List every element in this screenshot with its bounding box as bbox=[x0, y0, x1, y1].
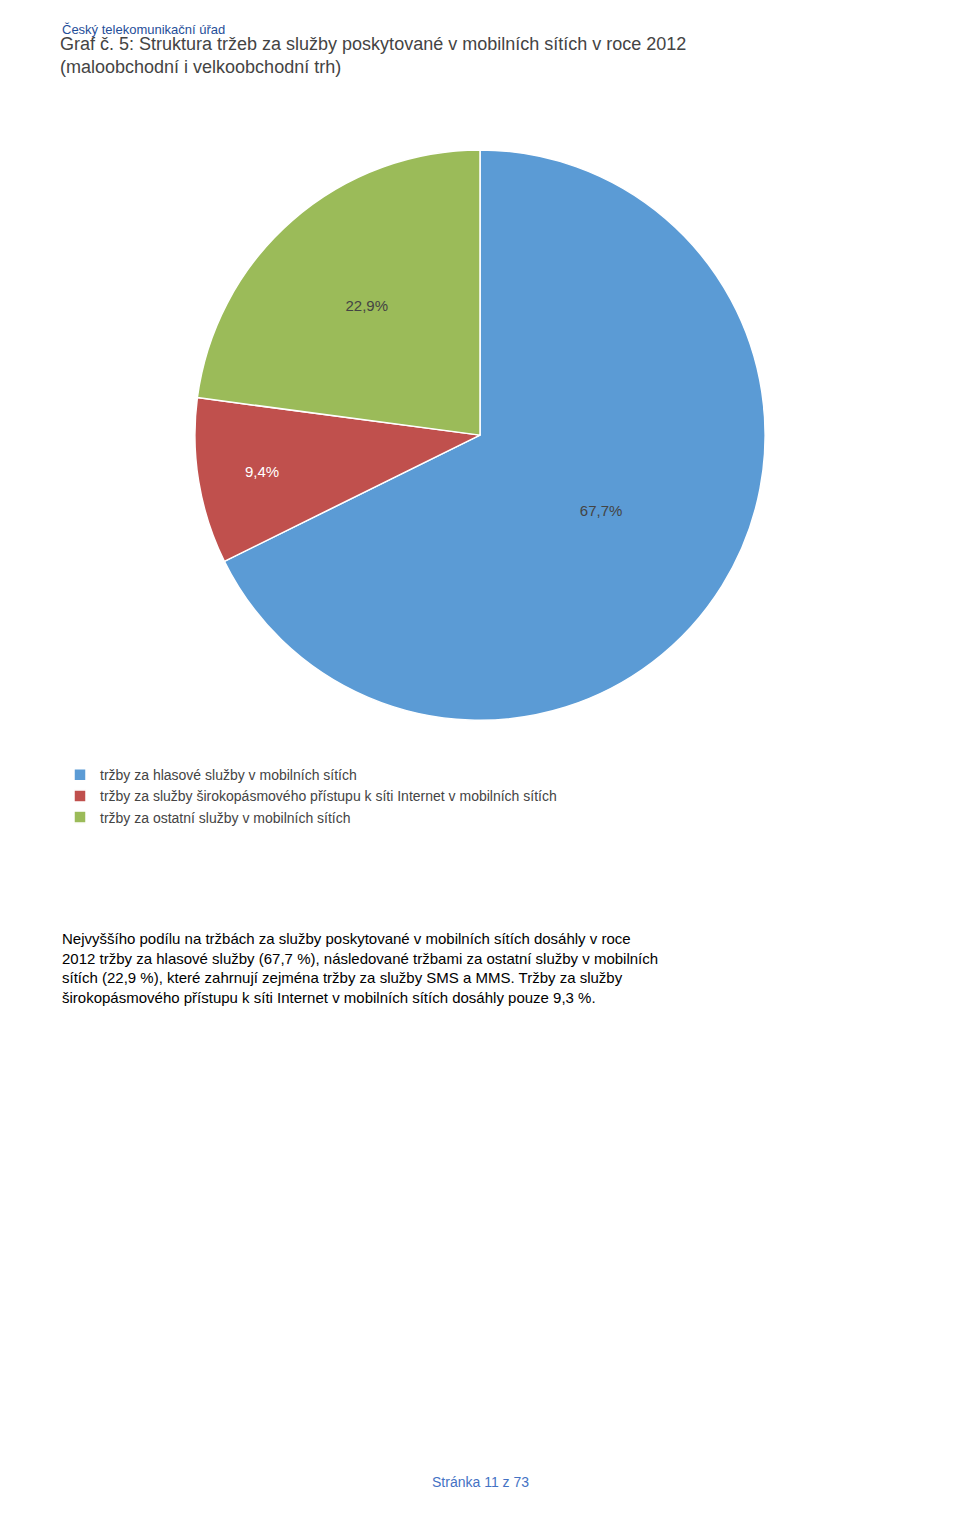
svg-text:Nejvyššího podílu na tržbách z: Nejvyššího podílu na tržbách za služby p… bbox=[62, 930, 658, 1006]
svg-text:tržby za ostatní služby v mobi: tržby za ostatní služby v mobilních sítí… bbox=[100, 810, 351, 826]
svg-text:tržby za hlasové služby v mobi: tržby za hlasové služby v mobilních sítí… bbox=[100, 767, 357, 783]
svg-text:Český telekomunikační úřad: Český telekomunikační úřad bbox=[62, 22, 225, 37]
svg-text:Stránka 11 z 73: Stránka 11 z 73 bbox=[432, 1474, 529, 1490]
svg-text:22,9%: 22,9% bbox=[345, 297, 388, 314]
svg-text:9,4%: 9,4% bbox=[245, 463, 279, 480]
svg-text:tržby za služby širokopásmovéh: tržby za služby širokopásmového přístupu… bbox=[100, 788, 557, 804]
svg-text:Graf č. 5: Struktura tržeb za: Graf č. 5: Struktura tržeb za služby pos… bbox=[60, 34, 686, 77]
svg-text:67,7%: 67,7% bbox=[580, 502, 623, 519]
